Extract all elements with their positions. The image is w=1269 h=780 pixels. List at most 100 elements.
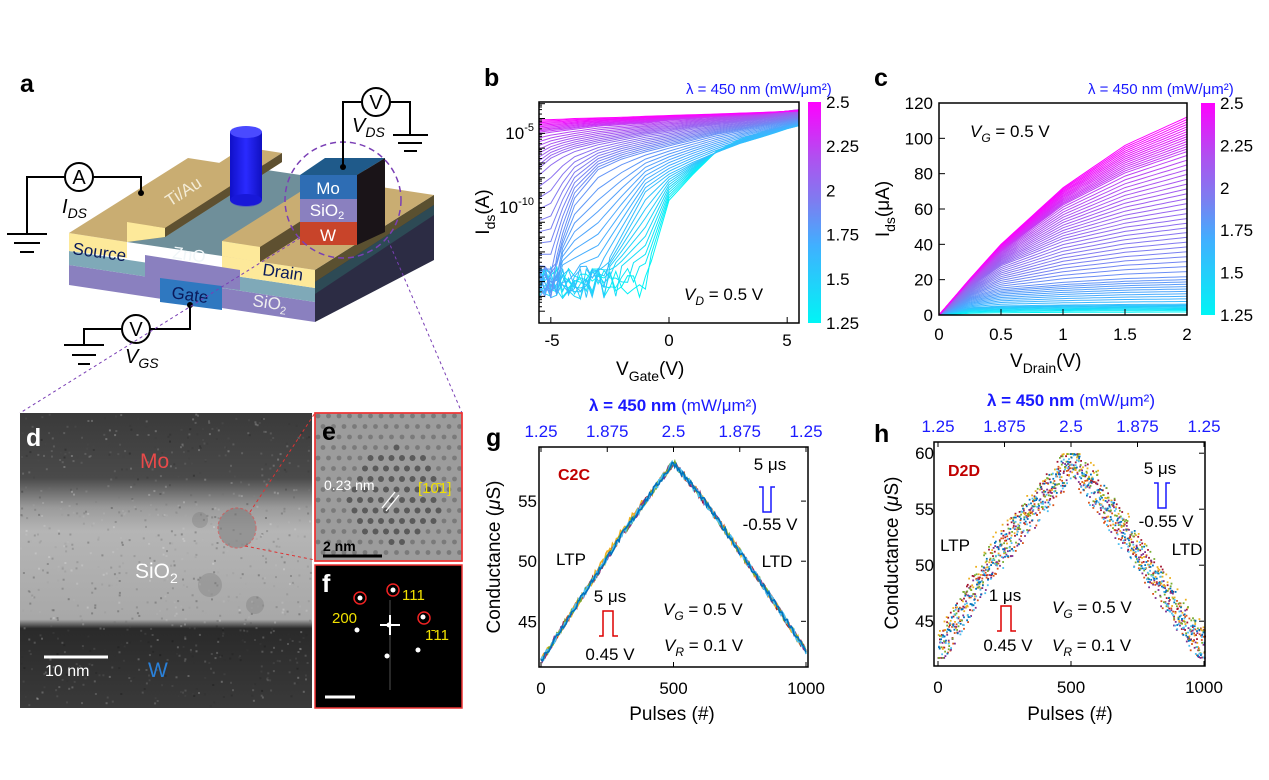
d2d-data-point [1047,494,1050,497]
d2d-data-point [1189,639,1192,642]
tem-speckle [192,418,195,421]
lattice-atom [425,445,431,450]
d2d-data-point [1092,464,1095,467]
tem-speckle [203,442,206,445]
tem-speckle [291,640,294,642]
d2d-data-point [999,540,1001,543]
tem-speckle [154,702,157,705]
d2d-data-point [1124,539,1127,541]
tem-speckle [154,437,157,440]
tem-speckle [145,426,148,428]
tem-speckle [211,543,214,546]
tem-speckle [127,510,130,513]
lattice-atom [383,528,389,535]
tem-speckle [154,601,157,604]
d2d-data-point [977,573,980,576]
d2d-data-point [1125,529,1128,532]
tem-speckle [113,470,116,473]
tem-speckle [82,647,85,650]
tem-speckle [214,559,216,562]
d2d-data-point [977,580,980,583]
d2d-data-point [1156,566,1159,568]
lattice-atom [452,413,457,419]
tem-speckle [166,578,169,581]
d2d-data-point [1083,472,1085,475]
tem-speckle [157,513,160,516]
d2d-data-point [1018,543,1020,546]
d2d-data-point [1097,491,1099,494]
d2d-data-point [1061,482,1064,484]
tem-speckle [213,526,215,529]
tem-speckle [145,669,148,671]
d2d-data-point [1052,482,1055,485]
tem-speckle [21,432,24,435]
d2d-data-point [990,577,992,580]
d2d-data-point [1171,589,1173,592]
tem-speckle [196,433,199,436]
ylabel-g: Conductance (μS) [484,481,505,634]
d2d-data-point [1154,576,1157,578]
d2d-data-point [1002,534,1005,537]
transfer-curve [538,111,800,158]
tem-speckle [184,514,187,517]
d2d-data-point [1154,584,1157,586]
tem-speckle [281,611,284,614]
d2d-data-point [1094,498,1097,501]
d2d-data-point [1079,483,1082,485]
tem-speckle [278,660,281,663]
tem-speckle [34,552,37,555]
d2d-data-point [1030,502,1032,505]
tem-speckle [51,455,53,458]
d2d-data-point [1128,539,1130,542]
tem-speckle [272,630,275,633]
tem-speckle [309,571,312,574]
tem-speckle [178,506,181,509]
d2d-data-point [1101,505,1104,508]
output-curve [938,295,1188,316]
tem-speckle [227,437,230,440]
hrtem-frame [314,412,463,562]
d2d-data-point [969,595,972,598]
tem-speckle [300,631,303,634]
tem-speckle [71,490,73,493]
tem-speckle [190,494,193,497]
tem-speckle [211,516,214,519]
lattice-atom [399,518,405,524]
tem-speckle [251,694,254,697]
d2d-data-point [1059,467,1062,470]
d2d-data-point [941,648,944,650]
tem-speckle [197,578,200,581]
tem-speckle [138,561,141,564]
d2d-data-point [1178,615,1181,618]
tem-speckle [23,627,26,630]
d2d-data-point [1014,534,1016,537]
tem-speckle [217,640,220,643]
d2d-data-point [991,549,994,551]
vgs-contact-dot [187,302,193,308]
d2d-data-point [1181,627,1184,629]
tem-speckle [144,632,147,635]
lattice-atom [409,455,416,461]
d2d-data-point [1002,561,1004,563]
lattice-atom [315,434,321,440]
tem-speckle [89,525,92,528]
d2d-data-point [986,566,988,569]
d2d-data-point [957,616,960,618]
tem-speckle [52,666,55,669]
d2d-data-point [976,581,979,584]
lattice-atom [410,413,415,419]
d2d-data-point [974,602,976,604]
d2d-data-point [1152,572,1155,575]
d2d-data-point [1173,624,1175,627]
tem-speckle [302,637,305,639]
d2d-data-point [1193,639,1195,642]
d2d-data-point [965,593,967,596]
tem-speckle [297,436,300,439]
d2d-data-point [1203,635,1205,638]
d2d-data-point [1086,472,1088,474]
tem-speckle [92,449,95,451]
tem-speckle [113,621,116,624]
d2d-data-point [975,573,978,576]
tem-speckle [125,538,128,541]
d2d-data-point [973,598,976,601]
